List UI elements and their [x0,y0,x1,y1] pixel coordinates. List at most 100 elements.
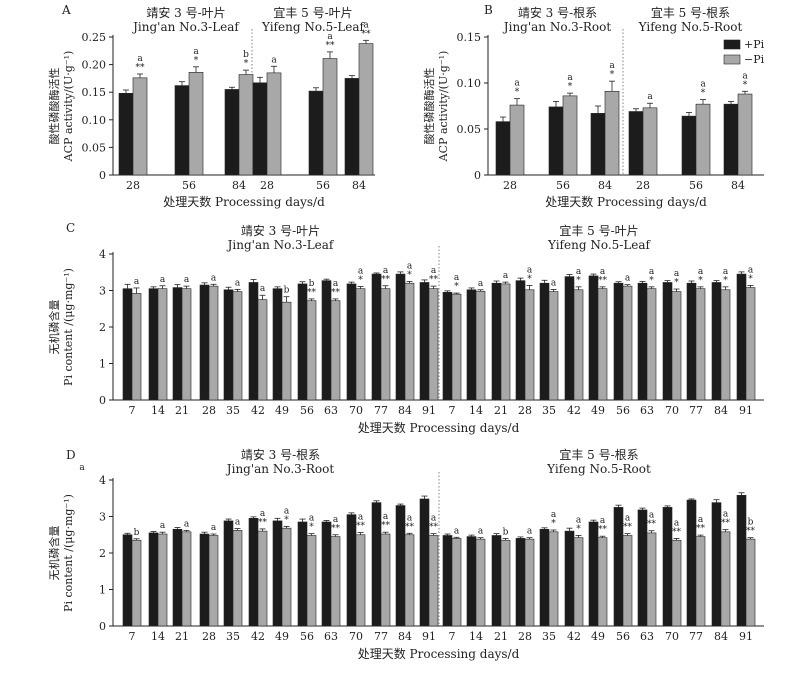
x-tick-label: 77 [689,404,703,417]
significance-label: a * [698,267,704,286]
bar-plus-pi [491,282,502,401]
bar-minus-pi [745,538,756,627]
bar-plus-pi [588,275,599,401]
significance-label: a ** [405,513,415,532]
significance-label: a ** [672,518,682,537]
bar-plus-pi [395,273,406,401]
bar-plus-pi [371,273,382,401]
significance-label: a [260,284,266,294]
bar-minus-pi [428,288,439,401]
bar-plus-pi [613,282,624,401]
bar-plus-pi [224,89,240,176]
significance-label: a ** [647,511,657,530]
group-title-en: Yifeng No.5-Leaf [261,20,366,34]
bar-plus-pi [539,528,550,627]
bar-minus-pi [181,531,192,627]
x-tick-label: 77 [689,630,703,643]
x-tick-label: 56 [616,630,630,643]
bar-minus-pi [500,283,511,401]
y-tick-label: 3 [99,285,106,298]
bar-minus-pi [358,43,374,176]
y-axis-label-cn: 无机磷含量 [47,526,61,581]
bar-minus-pi [380,288,391,401]
x-tick-label: 56 [300,630,314,643]
bar-minus-pi [597,537,608,627]
y-axis-label-en: Pi content /(μg·mg⁻¹) [62,494,75,612]
significance-label: a ** [356,513,366,532]
significance-label: a [160,275,166,285]
x-tick-label: 84 [232,179,246,192]
significance-label: a * [407,261,413,280]
bar-plus-pi [662,282,673,401]
y-tick-label: 0 [99,169,106,182]
group-title-en: Jing'an No.3-Leaf [131,20,240,34]
y-tick-label: 0.10 [82,114,107,127]
bar-minus-pi [475,290,486,401]
bar-plus-pi [681,115,697,176]
x-axis-label: 处理天数 Processing days/d [358,646,520,661]
x-tick-label: 84 [398,630,412,643]
y-tick-label: 0.15 [457,31,482,44]
bar-plus-pi [588,521,599,627]
significance-label: a [184,519,190,529]
bar-minus-pi [622,285,633,401]
bar-minus-pi [257,530,268,627]
x-tick-label: 63 [640,630,654,643]
x-tick-label: 91 [422,404,436,417]
significance-label: a [478,279,484,289]
bar-minus-pi [404,282,415,401]
x-tick-label: 49 [591,630,605,643]
y-axis-label-cn: 酸性磷酸酶活性 [422,68,436,145]
y-tick-label: 4 [99,248,106,261]
bar-plus-pi [686,499,697,627]
group-title-en: Yifeng No.5-Leaf [547,238,652,252]
bar-minus-pi [720,289,731,401]
bar-minus-pi [562,95,578,176]
x-tick-label: 56 [182,179,196,192]
panel-letter: C [66,221,75,235]
bar-plus-pi [297,283,308,401]
significance-label: a ** [331,515,341,534]
y-tick-label: 0.25 [82,31,107,44]
y-tick-label: 1 [99,358,106,371]
x-tick-label: 42 [567,404,581,417]
significance-label: a [503,271,509,281]
x-tick-label: 7 [129,630,136,643]
group-title-cn: 靖安 3 号-叶片 [241,223,320,238]
y-tick-label: 2 [99,321,106,334]
bar-plus-pi [272,520,283,627]
group-title-cn: 靖安 3 号-根系 [241,447,320,462]
x-tick-label: 14 [469,630,483,643]
bar-minus-pi [157,533,168,627]
bar-minus-pi [573,289,584,401]
bar-minus-pi [695,288,706,401]
x-tick-label: 28 [518,404,532,417]
bar-plus-pi [248,282,259,401]
significance-label: a ** [598,516,608,535]
bar-minus-pi [330,536,341,627]
significance-label: a * [576,267,582,286]
bar-minus-pi [428,535,439,627]
bar-plus-pi [442,292,453,401]
bar-plus-pi [248,518,259,627]
bar-plus-pi [613,507,624,627]
x-tick-label: 56 [616,404,630,417]
x-tick-label: 35 [542,630,556,643]
significance-label: a ** [598,267,608,286]
bar-plus-pi [419,282,430,401]
bar-plus-pi [252,82,268,176]
significance-label: a [160,521,166,531]
x-tick-label: 42 [251,404,265,417]
bar-plus-pi [346,283,357,401]
x-tick-label: 70 [665,630,679,643]
bar-plus-pi [148,288,159,401]
y-axis-label-cn: 无机磷含量 [47,300,61,355]
group-title-cn: 宜丰 5 号-叶片 [273,5,352,20]
x-tick-label: 14 [151,630,165,643]
bar-plus-pi [308,90,324,176]
x-tick-label: 49 [591,404,605,417]
bar-plus-pi [223,289,234,401]
significance-label: a * [567,73,573,92]
group-title-en: Yifeng No.5-Root [546,462,651,476]
significance-label: b [503,527,509,537]
